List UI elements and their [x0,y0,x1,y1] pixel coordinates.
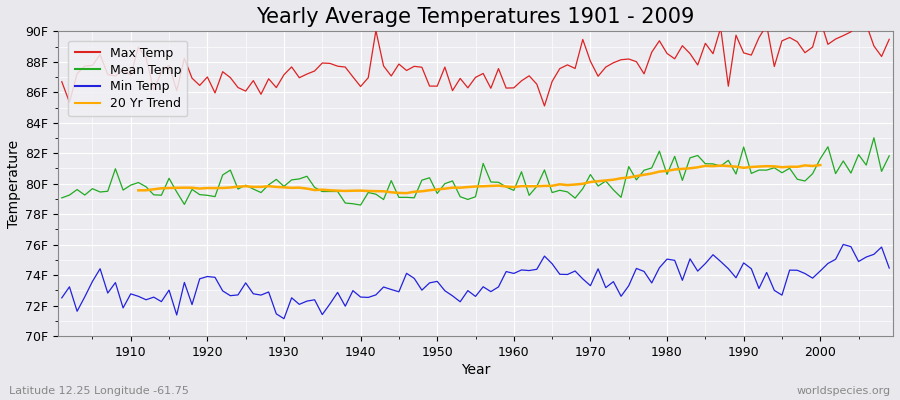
Max Temp [608,60,619,65]
Mean Temp [508,188,519,193]
Mean Temp [356,203,366,208]
Mean Temp [868,136,879,140]
Min Temp [838,242,849,247]
20 Yr Trend [707,164,718,168]
Line: Mean Temp: Mean Temp [62,138,889,205]
Max Temp [539,104,550,108]
Min Temp [884,266,895,270]
Line: 20 Yr Trend: 20 Yr Trend [139,165,820,193]
Max Temp [500,86,511,90]
Text: Latitude 12.25 Longitude -61.75: Latitude 12.25 Longitude -61.75 [9,386,189,396]
Max Temp [508,86,519,90]
20 Yr Trend [616,176,626,181]
20 Yr Trend [133,188,144,193]
20 Yr Trend [814,163,825,168]
Max Temp [332,64,343,68]
Min Temp [508,271,519,276]
20 Yr Trend [225,185,236,190]
Max Temp [286,64,297,69]
Mean Temp [57,196,68,200]
Mean Temp [332,189,343,194]
20 Yr Trend [792,164,803,169]
Max Temp [814,18,825,22]
Max Temp [57,79,68,84]
Min Temp [118,306,129,310]
Text: worldspecies.org: worldspecies.org [796,386,891,396]
Mean Temp [516,169,526,174]
Line: Max Temp: Max Temp [62,20,889,106]
Min Temp [57,296,68,300]
Legend: Max Temp, Mean Temp, Min Temp, 20 Yr Trend: Max Temp, Mean Temp, Min Temp, 20 Yr Tre… [68,40,187,116]
X-axis label: Year: Year [461,363,491,377]
Mean Temp [608,188,619,192]
Min Temp [608,279,619,284]
Title: Yearly Average Temperatures 1901 - 2009: Yearly Average Temperatures 1901 - 2009 [256,7,695,27]
20 Yr Trend [723,164,734,168]
Line: Min Temp: Min Temp [62,244,889,319]
Y-axis label: Temperature: Temperature [7,140,21,228]
Min Temp [294,302,305,307]
Max Temp [884,37,895,42]
Max Temp [118,67,129,72]
Min Temp [279,316,290,321]
20 Yr Trend [340,188,351,193]
Mean Temp [884,154,895,158]
Min Temp [340,304,351,308]
Min Temp [516,268,526,272]
Mean Temp [118,188,129,192]
20 Yr Trend [401,191,412,196]
Mean Temp [286,178,297,182]
